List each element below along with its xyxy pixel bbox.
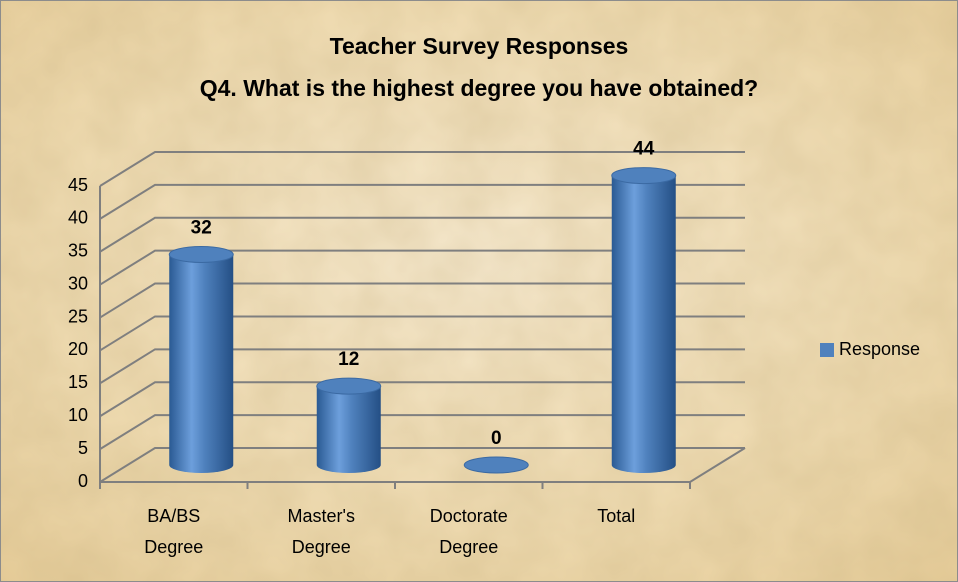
data-label: 0: [491, 428, 502, 449]
grid-line: [99, 249, 745, 286]
grid-line: [99, 414, 745, 450]
data-label: 12: [338, 349, 359, 370]
y-tick-label: 40: [68, 208, 88, 228]
grid-line: [99, 381, 745, 418]
legend-label: Response: [839, 339, 920, 359]
y-tick-label: 20: [68, 339, 88, 359]
y-tick-label: 10: [68, 405, 88, 425]
bar-body: [611, 175, 676, 474]
bar-body: [169, 254, 234, 473]
y-tick-label: 0: [78, 471, 88, 491]
bar-top: [316, 377, 382, 395]
grid-line: [99, 282, 745, 319]
bar: [463, 456, 529, 474]
bar: [611, 167, 677, 474]
y-tick-label: 15: [68, 372, 88, 392]
y-tick-label: 45: [68, 175, 88, 195]
chart-title: Teacher Survey Responses: [330, 33, 629, 59]
grid-line: [99, 348, 745, 385]
grid-line: [99, 216, 745, 253]
y-tick-label: 25: [68, 306, 88, 326]
legend-swatch: [820, 343, 834, 357]
y-tick-label: 35: [68, 241, 88, 261]
x-tick-label: Doctorate Degree: [430, 506, 508, 557]
data-label: 44: [633, 139, 655, 160]
chart-subtitle: Q4. What is the highest degree you have …: [200, 75, 758, 101]
bar-top: [168, 246, 234, 264]
grid-line: [99, 151, 745, 187]
bar: [316, 377, 382, 473]
grid-line: [99, 183, 745, 220]
bar: [168, 246, 234, 473]
x-tick-label: BA/BS Degree: [144, 506, 203, 557]
y-tick-label: 30: [68, 273, 88, 293]
x-tick-label: Total: [597, 506, 635, 526]
y-tick-label: 5: [78, 438, 88, 458]
bar-body: [316, 386, 381, 473]
bar-top: [463, 456, 529, 474]
grid-line: [99, 447, 745, 483]
x-tick-label: Master's Degree: [288, 506, 355, 557]
grid-line: [99, 315, 745, 352]
data-label: 32: [191, 218, 212, 239]
bar-top: [611, 167, 677, 185]
